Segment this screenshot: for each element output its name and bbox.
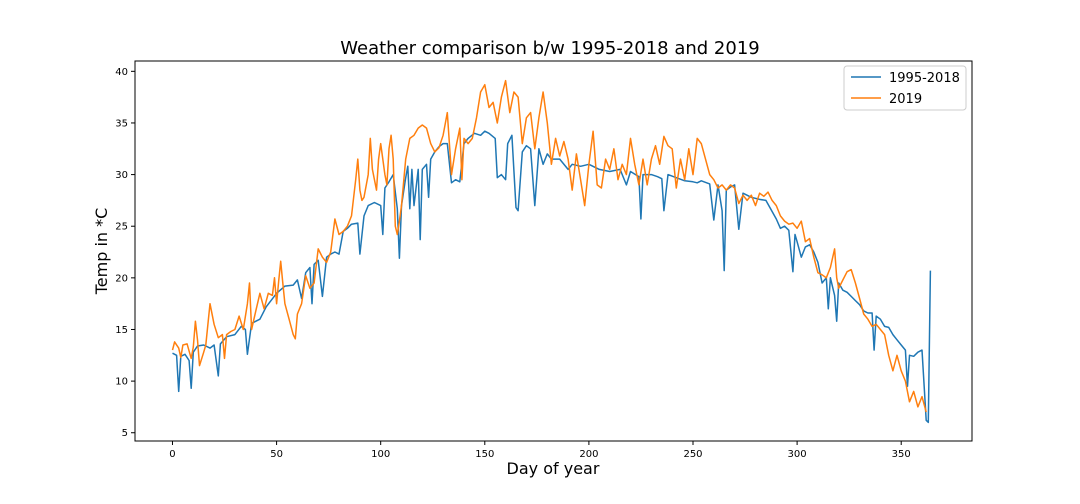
x-tick-label: 150 [475,449,494,460]
y-tick-label: 10 [115,377,128,388]
y-tick-label: 40 [115,67,128,78]
series-line-1995-2018 [172,130,932,424]
y-tick-label: 5 [122,428,128,439]
x-axis-label: Day of year [507,459,600,478]
x-tick-label: 250 [683,449,702,460]
y-tick-label: 25 [115,222,128,233]
series-layer [171,79,932,424]
y-tick-label: 20 [115,273,128,284]
legend: 1995-2018 2019 [843,65,967,111]
chart-title: Weather comparison b/w 1995-2018 and 201… [340,38,760,59]
y-tick-label: 30 [115,170,128,181]
y-tick-label: 35 [115,118,128,129]
x-tick-label: 0 [169,449,175,460]
plot-area: 0 50 100 150 200 250 300 350 5 10 15 20 25 30 35 40 [115,60,973,460]
y-axis-label: Temp in *C [92,208,111,296]
x-tick-label: 350 [892,449,911,460]
legend-label-1995-2018: 1995-2018 [889,71,960,86]
x-tick-label: 50 [270,449,283,460]
axes-frame [134,60,973,442]
legend-label-2019: 2019 [889,92,922,107]
x-axis-ticks: 0 50 100 150 200 250 300 350 [169,441,911,460]
x-tick-label: 100 [371,449,390,460]
y-axis-ticks: 5 10 15 20 25 30 35 40 [115,67,135,439]
x-tick-label: 200 [579,449,598,460]
x-tick-label: 300 [788,449,807,460]
series-line-2019 [171,79,927,413]
y-tick-label: 15 [115,325,128,336]
